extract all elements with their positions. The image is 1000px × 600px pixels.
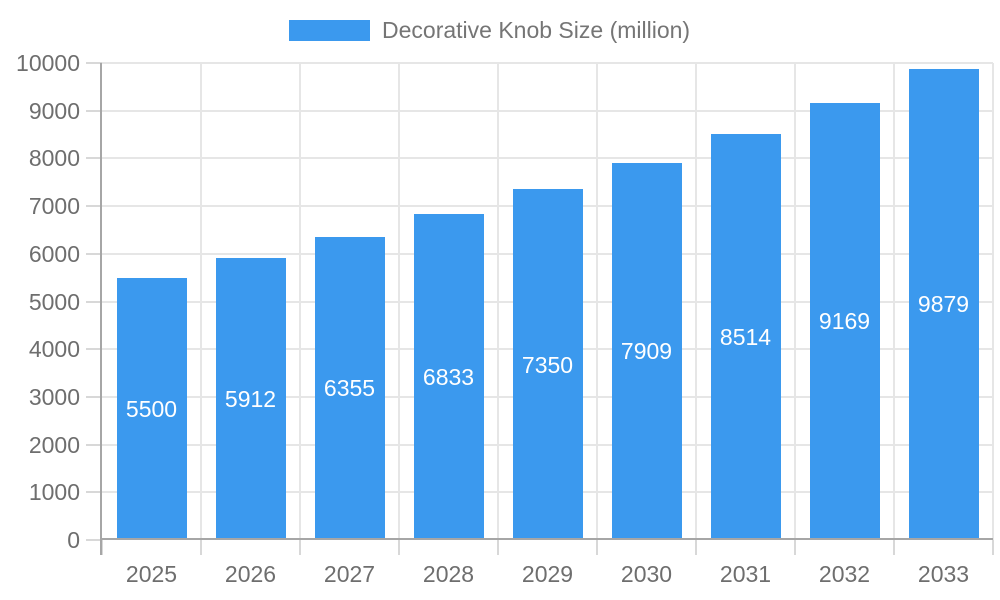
- bar[interactable]: [809, 102, 880, 540]
- x-axis-tick: [497, 540, 499, 555]
- y-axis-tick-label: 9000: [28, 97, 80, 124]
- x-axis-tick-label: 2033: [917, 561, 970, 587]
- y-axis-tick: [86, 539, 102, 541]
- y-axis-tick-label: 4000: [28, 336, 80, 363]
- bar-value-label: 6355: [323, 375, 376, 402]
- gridline-horizontal: [102, 62, 993, 64]
- legend-label: Decorative Knob Size (million): [382, 17, 691, 43]
- gridline-vertical: [398, 63, 400, 540]
- bar-value-label: 7909: [620, 338, 673, 365]
- legend-swatch: [289, 20, 370, 41]
- y-axis-tick-label: 1000: [28, 479, 80, 506]
- gridline-vertical: [200, 63, 202, 540]
- x-axis-tick: [794, 540, 796, 555]
- x-axis-tick-label: 2030: [620, 561, 673, 587]
- x-axis-line: [100, 538, 993, 540]
- y-axis-tick: [86, 252, 102, 255]
- y-axis-tick: [86, 395, 102, 398]
- y-axis-tick: [86, 205, 102, 208]
- gridline-vertical: [497, 63, 499, 540]
- y-axis-tick-label: 7000: [28, 193, 80, 220]
- bar-value-label: 5500: [125, 395, 178, 422]
- bar-value-label: 8514: [719, 323, 772, 350]
- bar[interactable]: [908, 68, 979, 540]
- x-axis-tick: [695, 540, 697, 555]
- y-axis-tick-label: 0: [67, 527, 80, 553]
- x-axis-tick: [200, 540, 202, 555]
- bar-value-label: 9169: [818, 308, 871, 335]
- bar[interactable]: [413, 214, 484, 540]
- y-axis-tick: [86, 62, 102, 64]
- y-axis-tick-label: 10000: [16, 50, 80, 76]
- y-axis-tick-label: 6000: [28, 240, 80, 267]
- bar-value-label: 7350: [521, 351, 574, 378]
- x-axis-tick: [299, 540, 301, 555]
- x-axis-tick: [398, 540, 400, 555]
- x-axis-tick-label: 2027: [323, 561, 376, 587]
- chart-legend[interactable]: Decorative Knob Size (million): [289, 17, 690, 44]
- y-axis-tick: [86, 109, 102, 112]
- gridline-vertical: [299, 63, 301, 540]
- gridline-vertical: [695, 63, 697, 540]
- x-axis-tick-label: 2032: [818, 561, 871, 587]
- y-axis-tick: [86, 157, 102, 160]
- y-axis-tick-label: 5000: [28, 288, 80, 315]
- x-axis-tick-label: 2028: [422, 561, 475, 587]
- gridline-vertical: [596, 63, 598, 540]
- gridline-horizontal: [102, 157, 993, 160]
- y-axis-tick: [86, 300, 102, 303]
- bar[interactable]: [314, 236, 385, 540]
- y-axis-tick: [86, 348, 102, 351]
- gridline-vertical: [794, 63, 796, 540]
- y-axis-tick-label: 3000: [28, 383, 80, 410]
- x-axis-tick-label: 2029: [521, 561, 574, 587]
- gridline-horizontal: [102, 109, 993, 112]
- x-axis-tick-label: 2031: [719, 561, 772, 587]
- x-axis-tick: [992, 540, 994, 555]
- bar[interactable]: [611, 162, 682, 540]
- y-axis-tick: [86, 491, 102, 494]
- x-axis-tick-label: 2026: [224, 561, 277, 587]
- bar[interactable]: [215, 257, 286, 540]
- x-axis-tick: [893, 540, 895, 555]
- y-axis-tick: [86, 443, 102, 446]
- y-axis-line: [100, 63, 102, 555]
- bar-value-label: 9879: [917, 291, 970, 318]
- bar[interactable]: [116, 277, 187, 540]
- gridline-vertical: [992, 63, 994, 540]
- bar-value-label: 5912: [224, 385, 277, 412]
- x-axis-tick: [101, 540, 103, 555]
- bar-value-label: 6833: [422, 364, 475, 391]
- gridline-vertical: [893, 63, 895, 540]
- x-axis-tick-label: 2025: [125, 561, 178, 587]
- y-axis-tick-label: 8000: [28, 145, 80, 172]
- x-axis-tick: [596, 540, 598, 555]
- bar[interactable]: [710, 133, 781, 540]
- bar[interactable]: [512, 189, 583, 540]
- y-axis-tick-label: 2000: [28, 431, 80, 458]
